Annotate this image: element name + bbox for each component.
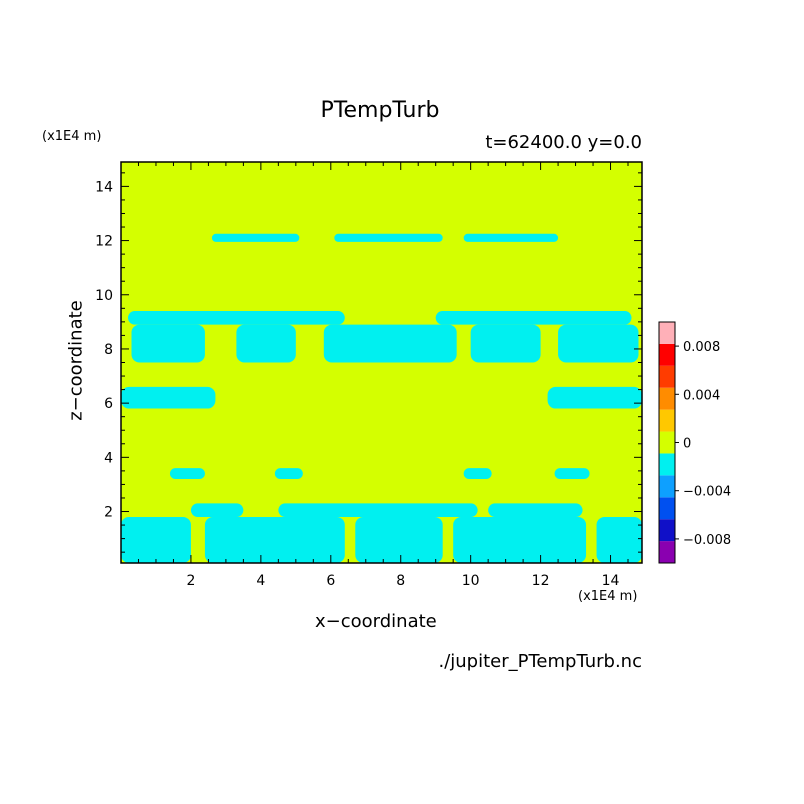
- x-tick-label: 12: [532, 573, 550, 589]
- anomaly-region: [323, 324, 457, 363]
- anomaly-region: [121, 386, 216, 409]
- x-tick-label: 6: [326, 573, 335, 589]
- anomaly-region: [190, 503, 244, 517]
- colorbar-swatch: [659, 322, 675, 344]
- anomaly-region: [596, 516, 642, 563]
- x-tick-label: 2: [186, 573, 195, 589]
- anomaly-region: [435, 311, 632, 325]
- anomaly-region: [121, 516, 191, 563]
- colorbar-swatch: [659, 431, 675, 454]
- anomaly-region: [463, 468, 492, 480]
- anomaly-region: [211, 233, 300, 242]
- anomaly-region: [127, 311, 345, 325]
- y-tick-label: 6: [104, 396, 113, 412]
- plot-area: [121, 162, 642, 563]
- colorbar-label: 0.008: [683, 340, 720, 355]
- colorbar-label: 0: [683, 437, 691, 452]
- anomaly-region: [131, 324, 205, 363]
- chart-subtitle: t=62400.0 y=0.0: [485, 132, 642, 153]
- colorbar-swatch: [659, 519, 675, 542]
- anomaly-region: [236, 324, 296, 363]
- x-tick-label: 10: [462, 573, 480, 589]
- y-tick-label: 4: [104, 450, 113, 466]
- colorbar-swatch: [659, 453, 675, 476]
- x-axis-unit: (x1E4 m): [578, 589, 638, 604]
- colorbar-swatch: [659, 343, 675, 366]
- anomaly-region: [554, 468, 590, 480]
- y-axis-unit: (x1E4 m): [42, 129, 102, 144]
- source-file-label: ./jupiter_PTempTurb.nc: [438, 651, 642, 672]
- colorbar-label: −0.008: [683, 533, 731, 548]
- y-tick-label: 8: [104, 342, 113, 358]
- anomaly-region: [169, 468, 205, 480]
- anomaly-region: [278, 503, 478, 517]
- anomaly-region: [547, 386, 642, 409]
- anomaly-region: [355, 516, 443, 563]
- y-tick-label: 12: [95, 234, 113, 250]
- colorbar-swatch: [659, 541, 675, 563]
- colorbar-swatch: [659, 409, 675, 432]
- x-tick-label: 8: [396, 573, 405, 589]
- colorbar-label: −0.004: [683, 485, 731, 500]
- anomaly-region: [274, 468, 303, 480]
- x-tick-label: 14: [602, 573, 620, 589]
- anomaly-region: [558, 324, 639, 363]
- anomaly-region: [453, 516, 587, 563]
- colorbar-label: 0.004: [683, 388, 720, 403]
- chart-title: PTempTurb: [320, 98, 440, 123]
- colorbar-swatch: [659, 365, 675, 388]
- x-axis-label: x−coordinate: [315, 611, 437, 632]
- axes: 2 4 6 8 10 12 14 2 4 6 8 10 12 14: [95, 161, 643, 589]
- anomaly-region: [204, 516, 345, 563]
- anomaly-region: [470, 324, 541, 363]
- y-tick-label: 10: [95, 288, 113, 304]
- x-tick-label: 4: [256, 573, 265, 589]
- anomaly-region: [488, 503, 583, 517]
- colorbar-swatch: [659, 497, 675, 520]
- colorbar-swatch: [659, 475, 675, 498]
- y-tick-label: 2: [104, 505, 113, 521]
- colorbar-swatch: [659, 387, 675, 410]
- anomaly-region: [463, 233, 559, 242]
- colorbar: 0.008 0.004 0 −0.004 −0.008: [658, 321, 731, 564]
- anomaly-region: [334, 233, 443, 242]
- y-tick-label: 14: [95, 179, 113, 195]
